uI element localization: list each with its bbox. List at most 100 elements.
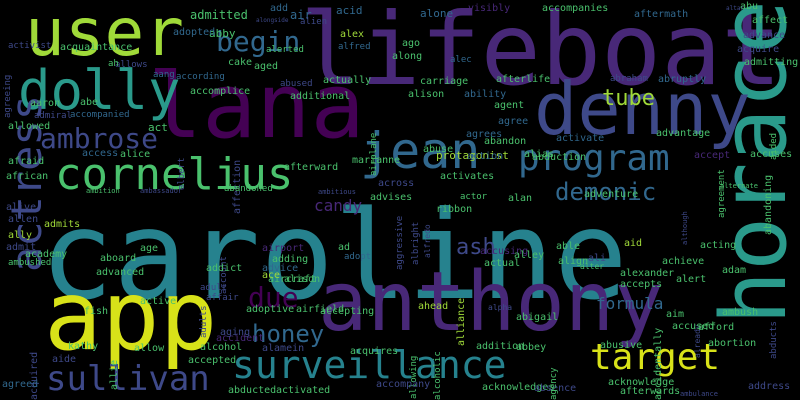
cloud-word: admits: [44, 219, 81, 230]
cloud-word: allowed: [8, 121, 51, 132]
cloud-word: aid: [624, 238, 643, 249]
cloud-word: alamein: [262, 343, 305, 354]
cloud-word: alert: [676, 274, 707, 285]
cloud-word: alternate: [720, 182, 758, 190]
cloud-word: tube: [602, 86, 655, 111]
cloud-word: allow: [134, 343, 165, 354]
cloud-word: agent: [494, 100, 525, 111]
cloud-word: dolly: [18, 59, 181, 122]
cloud-word: able: [556, 241, 581, 252]
cloud-word: abruptly: [658, 74, 707, 85]
cloud-word: abraham: [610, 74, 648, 84]
cloud-word: aging: [220, 327, 251, 338]
cloud-word: lana: [148, 54, 365, 159]
cloud-word: alexander: [620, 268, 675, 279]
cloud-word: actor: [460, 192, 488, 202]
cloud-word: adoptive: [246, 304, 295, 315]
cloud-word: advice: [262, 263, 299, 274]
cloud-word: fish: [84, 306, 109, 317]
cloud-word: adding: [272, 254, 309, 265]
cloud-word: allen: [8, 214, 39, 225]
cloud-word: altar: [726, 5, 745, 12]
cloud-word: ambushed: [8, 258, 52, 268]
cloud-word: alfred: [338, 42, 371, 52]
cloud-word: affair: [206, 293, 239, 303]
cloud-word: advanced: [96, 267, 145, 278]
cloud-word: abducts: [769, 321, 779, 359]
cloud-word: acquires: [350, 346, 399, 357]
cloud-word: aircraft: [268, 274, 317, 285]
cloud-word: additional: [290, 91, 351, 102]
cloud-word: marianne: [352, 155, 401, 166]
cloud-word: denny: [534, 67, 751, 151]
cloud-word: ability: [464, 89, 507, 100]
cloud-word: accident: [216, 333, 265, 344]
cloud-word: abbey: [516, 342, 547, 353]
cloud-word: acting: [700, 240, 737, 251]
cloud-word: program: [518, 138, 670, 179]
cloud-word: alerted: [266, 45, 304, 55]
cloud-word: air: [290, 8, 312, 22]
cloud-word: cake: [228, 57, 253, 68]
cloud-word: abortion: [708, 338, 757, 349]
cloud-word: ash: [456, 235, 496, 260]
cloud-word: access: [82, 148, 119, 159]
cloud-word: ribbon: [436, 204, 473, 215]
cloud-word: lifeboat: [300, 0, 782, 108]
cloud-word: admiral: [34, 111, 72, 121]
cloud-word: aide: [52, 354, 77, 365]
cloud-word: age: [140, 243, 159, 254]
cloud-word: jean: [360, 122, 481, 180]
cloud-word: abandoned: [224, 184, 273, 194]
cloud-word: actual: [484, 258, 521, 269]
cloud-word: accompany: [376, 379, 431, 390]
cloud-word: aged: [254, 61, 279, 72]
cloud-word: abe: [80, 97, 99, 108]
cloud-word: african: [6, 171, 49, 182]
cloud-word: honey: [252, 320, 325, 348]
cloud-word: across: [378, 178, 415, 189]
cloud-word: accept: [694, 150, 731, 161]
cloud-word: abuse: [423, 144, 454, 155]
cloud-word: agrees: [466, 129, 503, 140]
cloud-word: cornelius: [55, 149, 294, 200]
cloud-word: agree: [498, 116, 529, 127]
cloud-word: alice: [120, 149, 151, 160]
cloud-word: adventure: [584, 189, 639, 200]
cloud-word: airfield: [296, 304, 345, 315]
cloud-word: aboard: [100, 253, 137, 264]
cloud-word: alley: [514, 250, 545, 261]
cloud-word: ahead: [418, 301, 449, 312]
cloud-word: carriage: [420, 76, 469, 87]
cloud-word: albright: [411, 221, 421, 265]
cloud-word: anthony: [318, 255, 664, 350]
cloud-word: ambush: [722, 307, 759, 318]
cloud-word: due: [248, 281, 299, 314]
cloud-word: admitted: [190, 8, 248, 22]
cloud-word: afford: [698, 322, 735, 333]
cloud-word: aided: [769, 132, 779, 160]
cloud-word: align: [558, 256, 589, 267]
cloud-word: alfredo: [423, 224, 432, 258]
cloud-word: alpha: [488, 303, 513, 312]
cloud-word: allie: [109, 359, 120, 390]
cloud-word: alcohol: [200, 342, 243, 353]
cloud-word: allows: [115, 60, 148, 70]
cloud-word: abby: [209, 27, 236, 40]
cloud-word: active: [140, 296, 177, 307]
cloud-word: agreement: [717, 169, 727, 218]
cloud-word: abduction: [532, 152, 587, 163]
cloud-word: add: [270, 3, 289, 14]
cloud-word: adopted: [173, 27, 216, 38]
cloud-word: accompanied: [70, 110, 130, 120]
cloud-word: acquired: [29, 351, 40, 400]
cloud-word: adam: [722, 265, 747, 276]
cloud-word: ally: [8, 230, 33, 241]
cloud-word: adults: [199, 305, 209, 338]
cloud-word: candy: [314, 196, 363, 215]
cloud-word: absence: [534, 383, 577, 394]
cloud-word: surveillance: [232, 343, 507, 387]
cloud-word: agreed: [2, 379, 39, 390]
cloud-word: acid: [336, 4, 363, 17]
cloud-word: ago: [402, 38, 421, 49]
